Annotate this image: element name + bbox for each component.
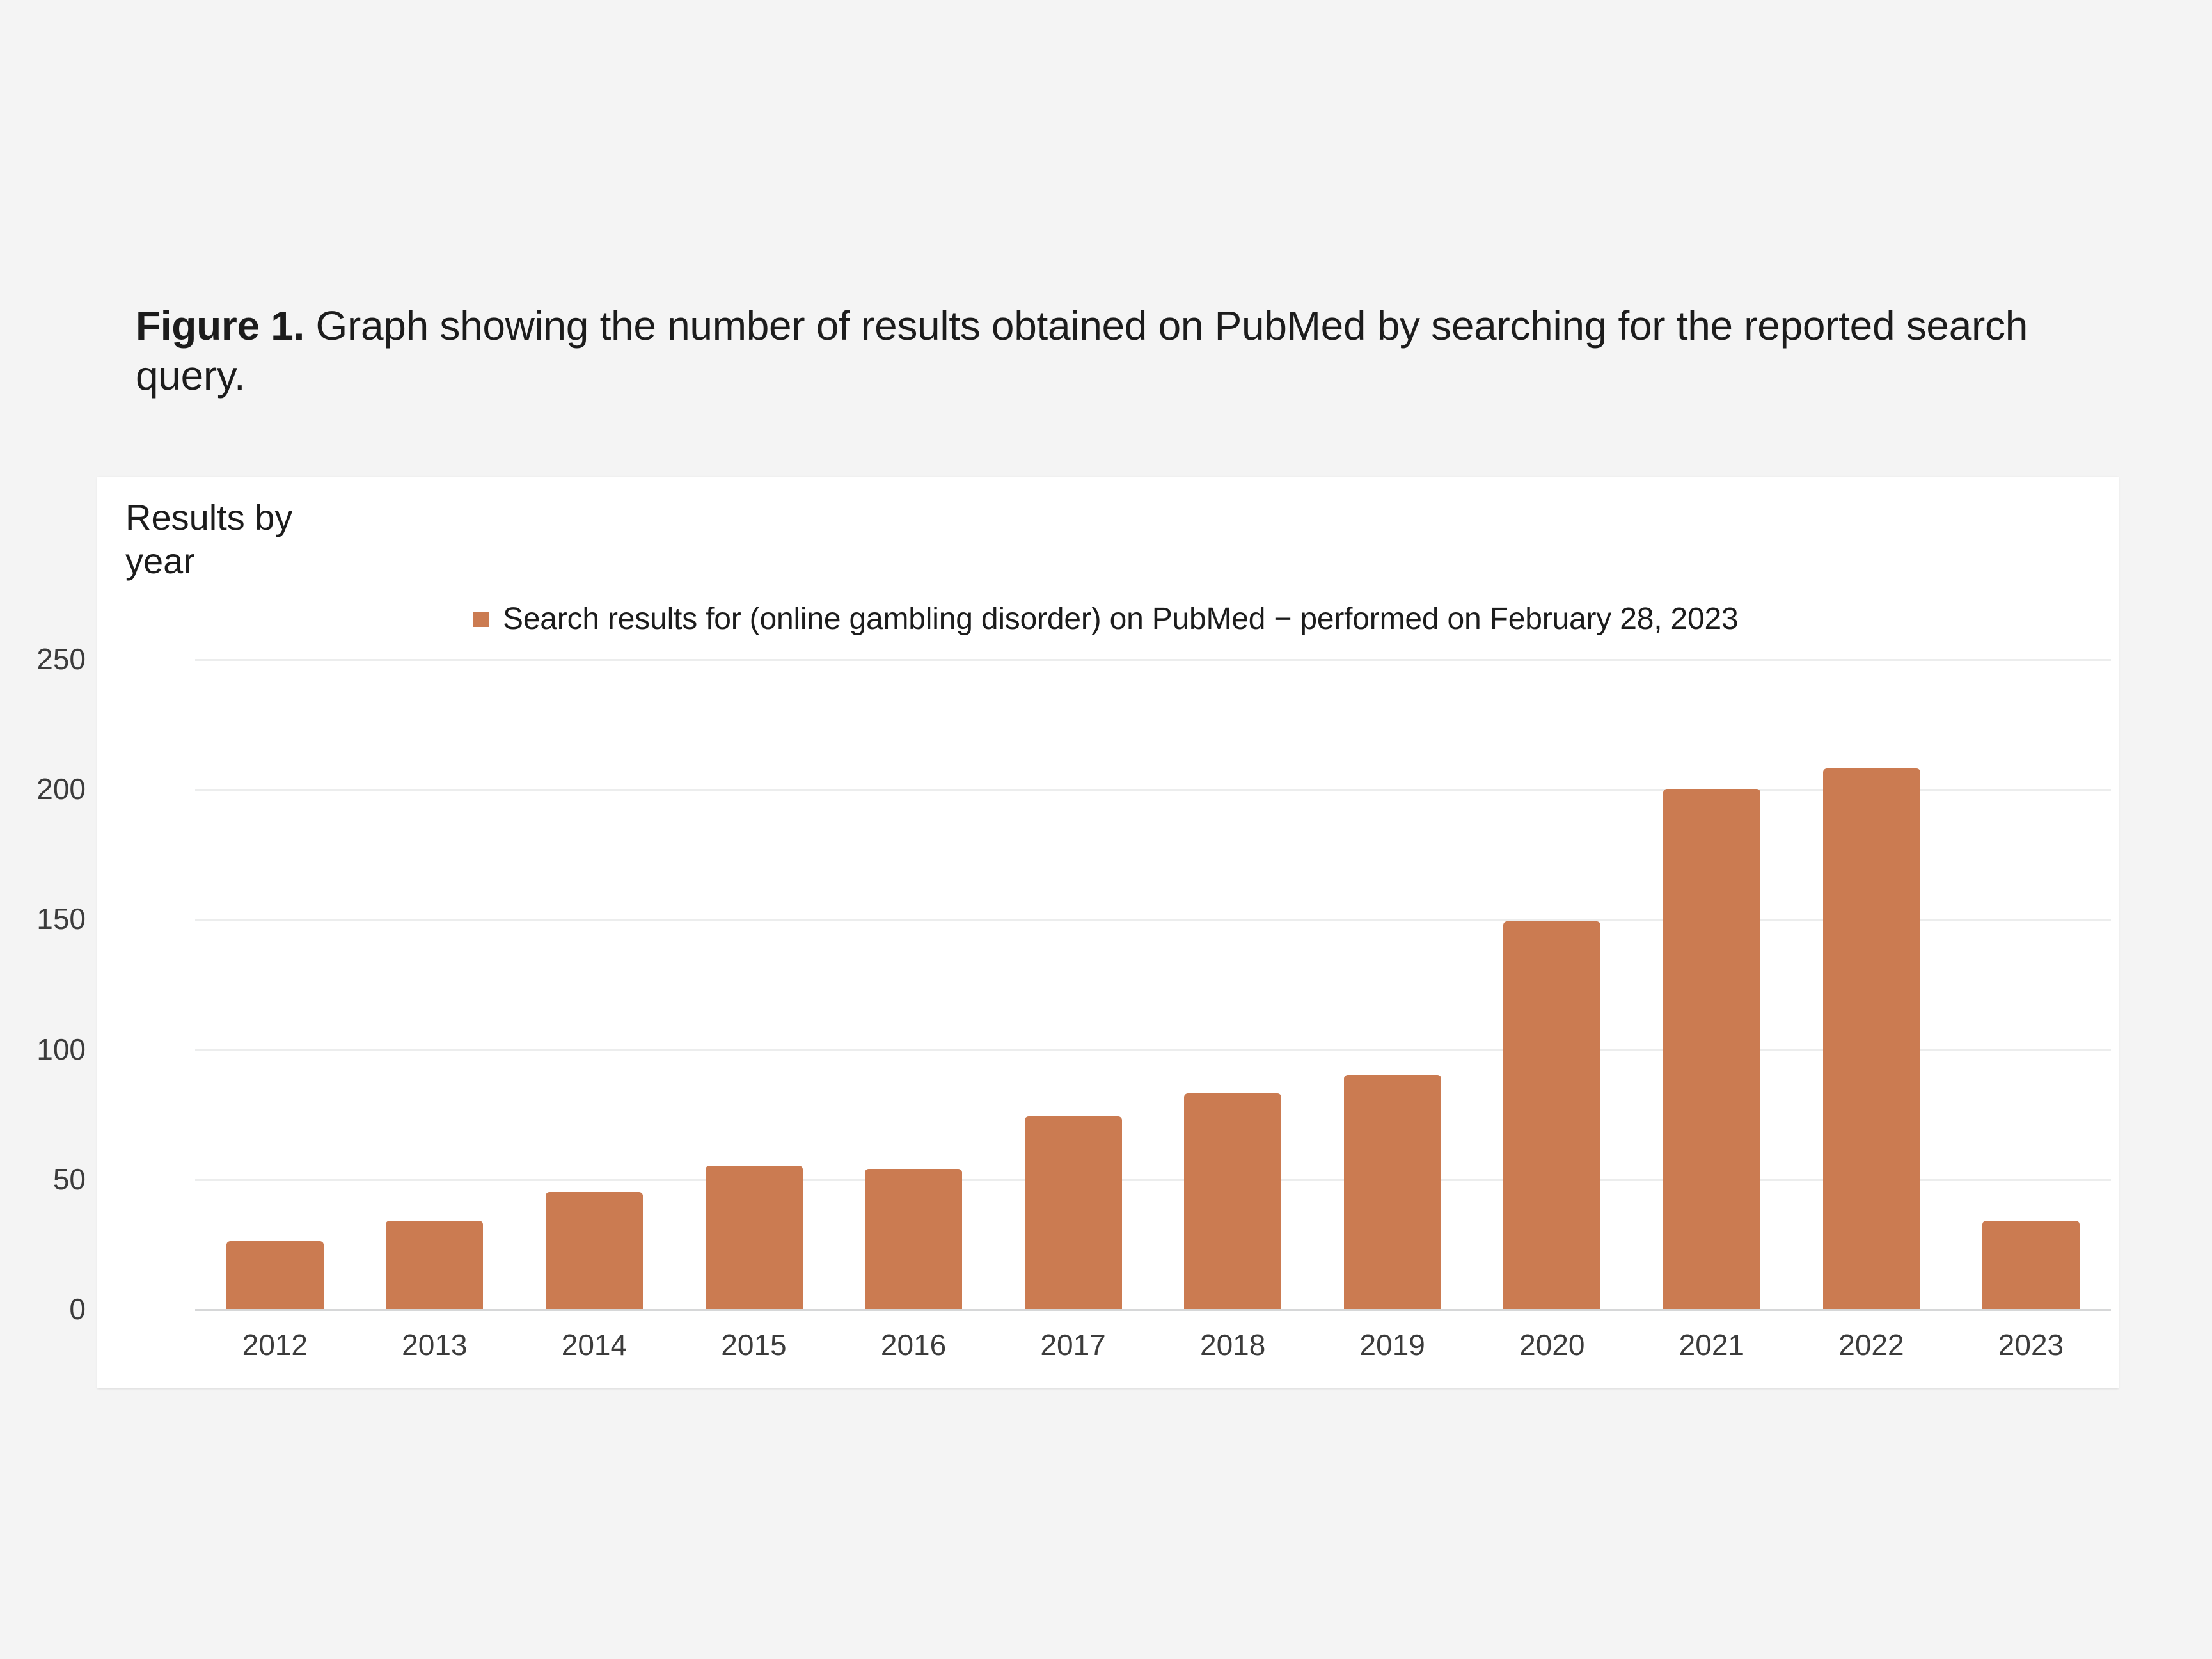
figure-caption-text: Graph showing the number of results obta… — [136, 303, 2028, 399]
chart-gridline — [195, 1049, 2111, 1051]
x-axis-tick-label: 2012 — [242, 1328, 308, 1361]
y-axis-tick-label: 0 — [69, 1292, 86, 1326]
chart-x-axis-labels: 2012 2013 2014 2015 2016 2017 2018 2019 2020 2021… — [195, 1328, 2111, 1362]
bar-slot — [1153, 659, 1313, 1309]
chart-bar[interactable] — [226, 1241, 324, 1309]
chart-gridline — [195, 659, 2111, 661]
bar-slot — [993, 659, 1153, 1309]
bar-slot — [514, 659, 674, 1309]
chart-bar[interactable] — [1982, 1220, 2080, 1309]
chart-bars — [195, 659, 2111, 1309]
chart-title-line-2: year — [125, 541, 195, 582]
bar-slot — [1313, 659, 1473, 1309]
chart-title-line-1: Results by — [125, 497, 293, 537]
chart-bar[interactable] — [705, 1166, 803, 1309]
y-axis-tick-label: 150 — [36, 902, 86, 936]
chart-gridlines — [195, 659, 2111, 1311]
bar-slot — [833, 659, 993, 1309]
x-axis-tick-label: 2020 — [1519, 1328, 1585, 1361]
chart-bar[interactable] — [1024, 1116, 1122, 1309]
chart-gridline — [195, 919, 2111, 921]
chart-bar[interactable] — [865, 1168, 963, 1309]
x-axis-tick-label: 2022 — [1838, 1328, 1904, 1361]
bar-slot — [1951, 659, 2111, 1309]
y-axis-tick-label: 250 — [36, 642, 86, 676]
figure-number-label: Figure 1. — [136, 303, 305, 349]
x-axis-tick-label: 2021 — [1679, 1328, 1745, 1361]
bar-slot — [674, 659, 834, 1309]
chart-bar[interactable] — [386, 1220, 484, 1309]
bar-slot — [355, 659, 515, 1309]
x-axis-tick-label: 2017 — [1040, 1328, 1106, 1361]
x-axis-tick-label: 2019 — [1359, 1328, 1425, 1361]
x-axis-tick-label: 2015 — [721, 1328, 787, 1361]
chart-bar[interactable] — [545, 1192, 643, 1309]
bar-slot — [1632, 659, 1792, 1309]
figure-caption: Figure 1. Graph showing the number of re… — [136, 301, 2112, 401]
chart-bar[interactable] — [1822, 768, 1920, 1309]
chart-bar[interactable] — [1663, 789, 1760, 1309]
bar-slot — [1473, 659, 1632, 1309]
chart-gridline — [195, 789, 2111, 791]
y-axis-tick-label: 100 — [36, 1032, 86, 1066]
chart-gridline — [195, 1179, 2111, 1181]
bar-slot — [1792, 659, 1952, 1309]
chart-plot-area: 0 50 100 150 200 250 — [36, 642, 2119, 1326]
legend-swatch-icon — [473, 611, 489, 627]
x-axis-tick-label: 2023 — [1998, 1328, 2064, 1361]
x-axis-tick-label: 2014 — [561, 1328, 628, 1361]
x-axis-tick-label: 2013 — [402, 1328, 468, 1361]
x-axis-tick-label: 2018 — [1199, 1328, 1266, 1361]
x-axis-tick-label: 2016 — [880, 1328, 947, 1361]
chart-title: Results by year — [125, 496, 356, 583]
chart-bar[interactable] — [1503, 921, 1601, 1309]
legend-series-label: Search results for (online gambling diso… — [503, 602, 1739, 636]
y-axis-tick-label: 200 — [36, 772, 86, 806]
chart-legend: Search results for (online gambling diso… — [473, 601, 1739, 637]
chart-bar[interactable] — [1343, 1075, 1441, 1309]
y-axis-tick-label: 50 — [52, 1162, 86, 1196]
chart-axis-baseline — [195, 1309, 2111, 1311]
chart-bar[interactable] — [1184, 1093, 1282, 1309]
bar-slot — [195, 659, 355, 1309]
